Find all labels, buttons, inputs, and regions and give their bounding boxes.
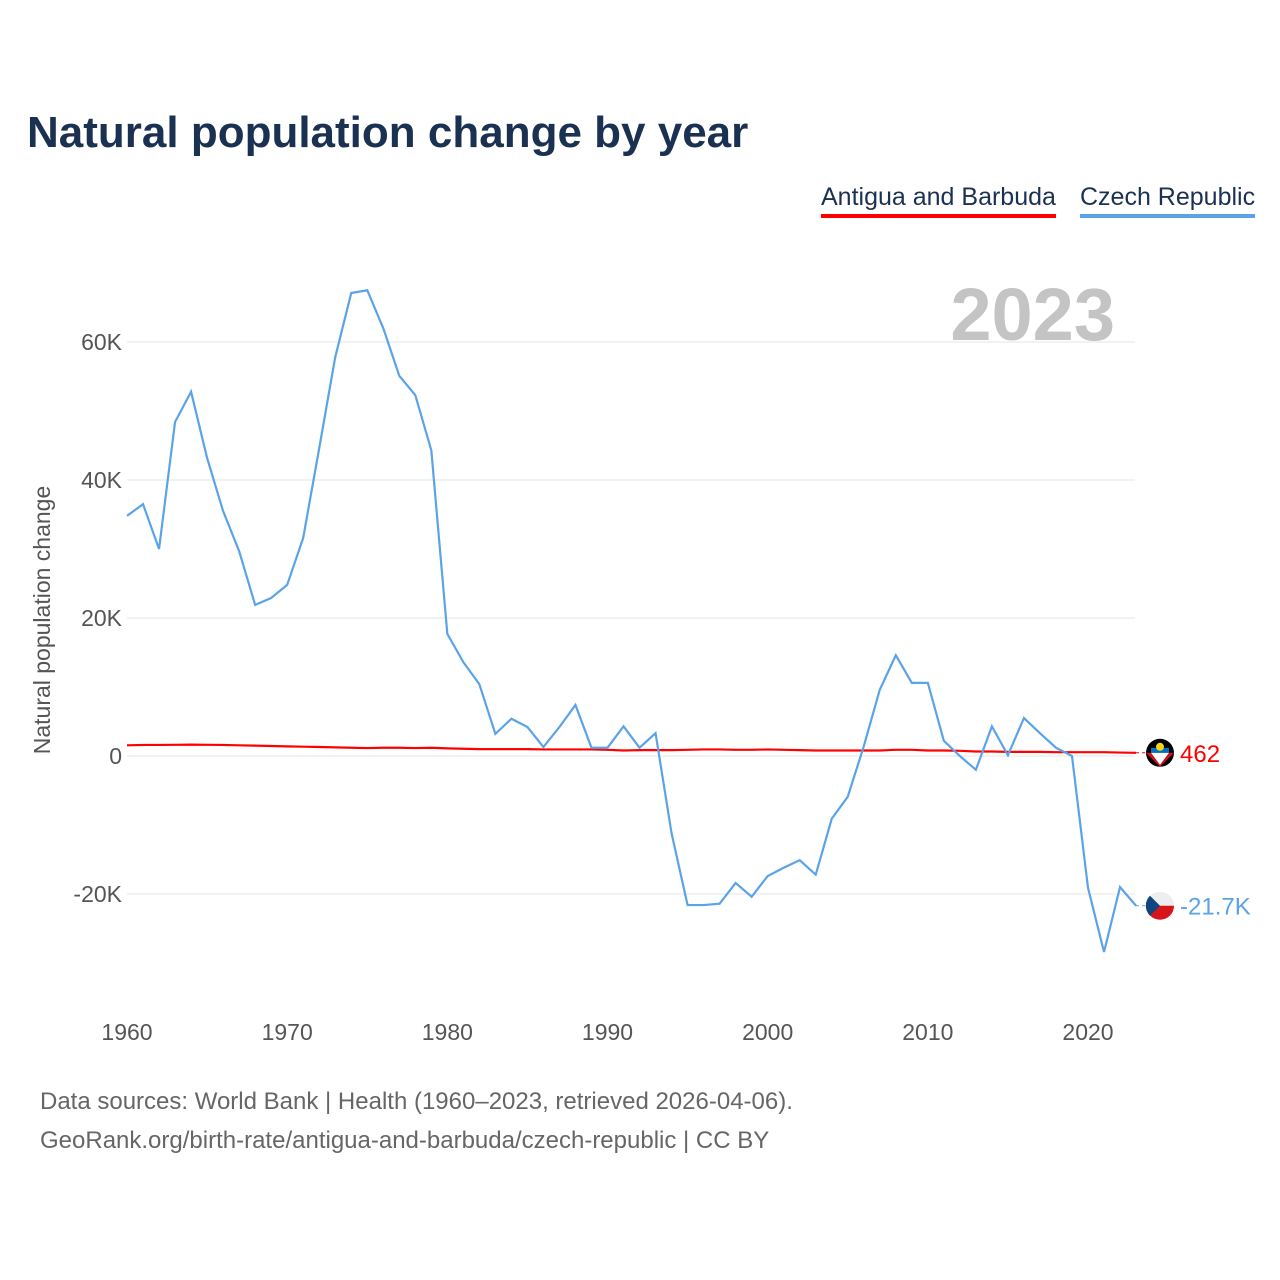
x-tick-label: 1990 <box>582 1019 633 1045</box>
x-tick-label: 1960 <box>101 1019 152 1045</box>
y-tick-label: 0 <box>109 743 122 769</box>
series-line-czech <box>126 289 1137 953</box>
x-tick-label: 1970 <box>262 1019 313 1045</box>
x-tick-label: 1980 <box>422 1019 473 1045</box>
y-tick-label: 40K <box>81 467 123 493</box>
chart-title: Natural population change by year <box>27 108 749 157</box>
x-tick-label: 2020 <box>1062 1019 1113 1045</box>
y-tick-label: -20K <box>73 881 122 907</box>
x-tick-label: 2000 <box>742 1019 793 1045</box>
flag-sun <box>1156 742 1164 751</box>
flag-part <box>1151 752 1169 765</box>
end-value-label: 462 <box>1180 741 1220 768</box>
flag-part <box>1145 895 1160 916</box>
y-tick-label: 20K <box>81 605 123 631</box>
x-tick-label: 2010 <box>902 1019 953 1045</box>
year-label: 2023 <box>950 273 1115 356</box>
series-line-antigua <box>126 743 1137 754</box>
footer-attribution: GeoRank.org/birth-rate/antigua-and-barbu… <box>40 1127 770 1154</box>
y-tick-label: 60K <box>81 329 123 355</box>
legend-antigua[interactable]: Antigua and Barbuda <box>821 183 1056 218</box>
end-value-label: -21.7K <box>1180 894 1251 921</box>
legend-czech[interactable]: Czech Republic <box>1080 183 1256 218</box>
footer-sources: Data sources: World Bank | Health (1960–… <box>40 1088 793 1115</box>
line-chart: 2023 -20K 0 20K 40K 60K 1960 1970 1980 1990 2000 2… <box>29 273 1251 1045</box>
y-axis-label: Natural population change <box>29 486 55 755</box>
